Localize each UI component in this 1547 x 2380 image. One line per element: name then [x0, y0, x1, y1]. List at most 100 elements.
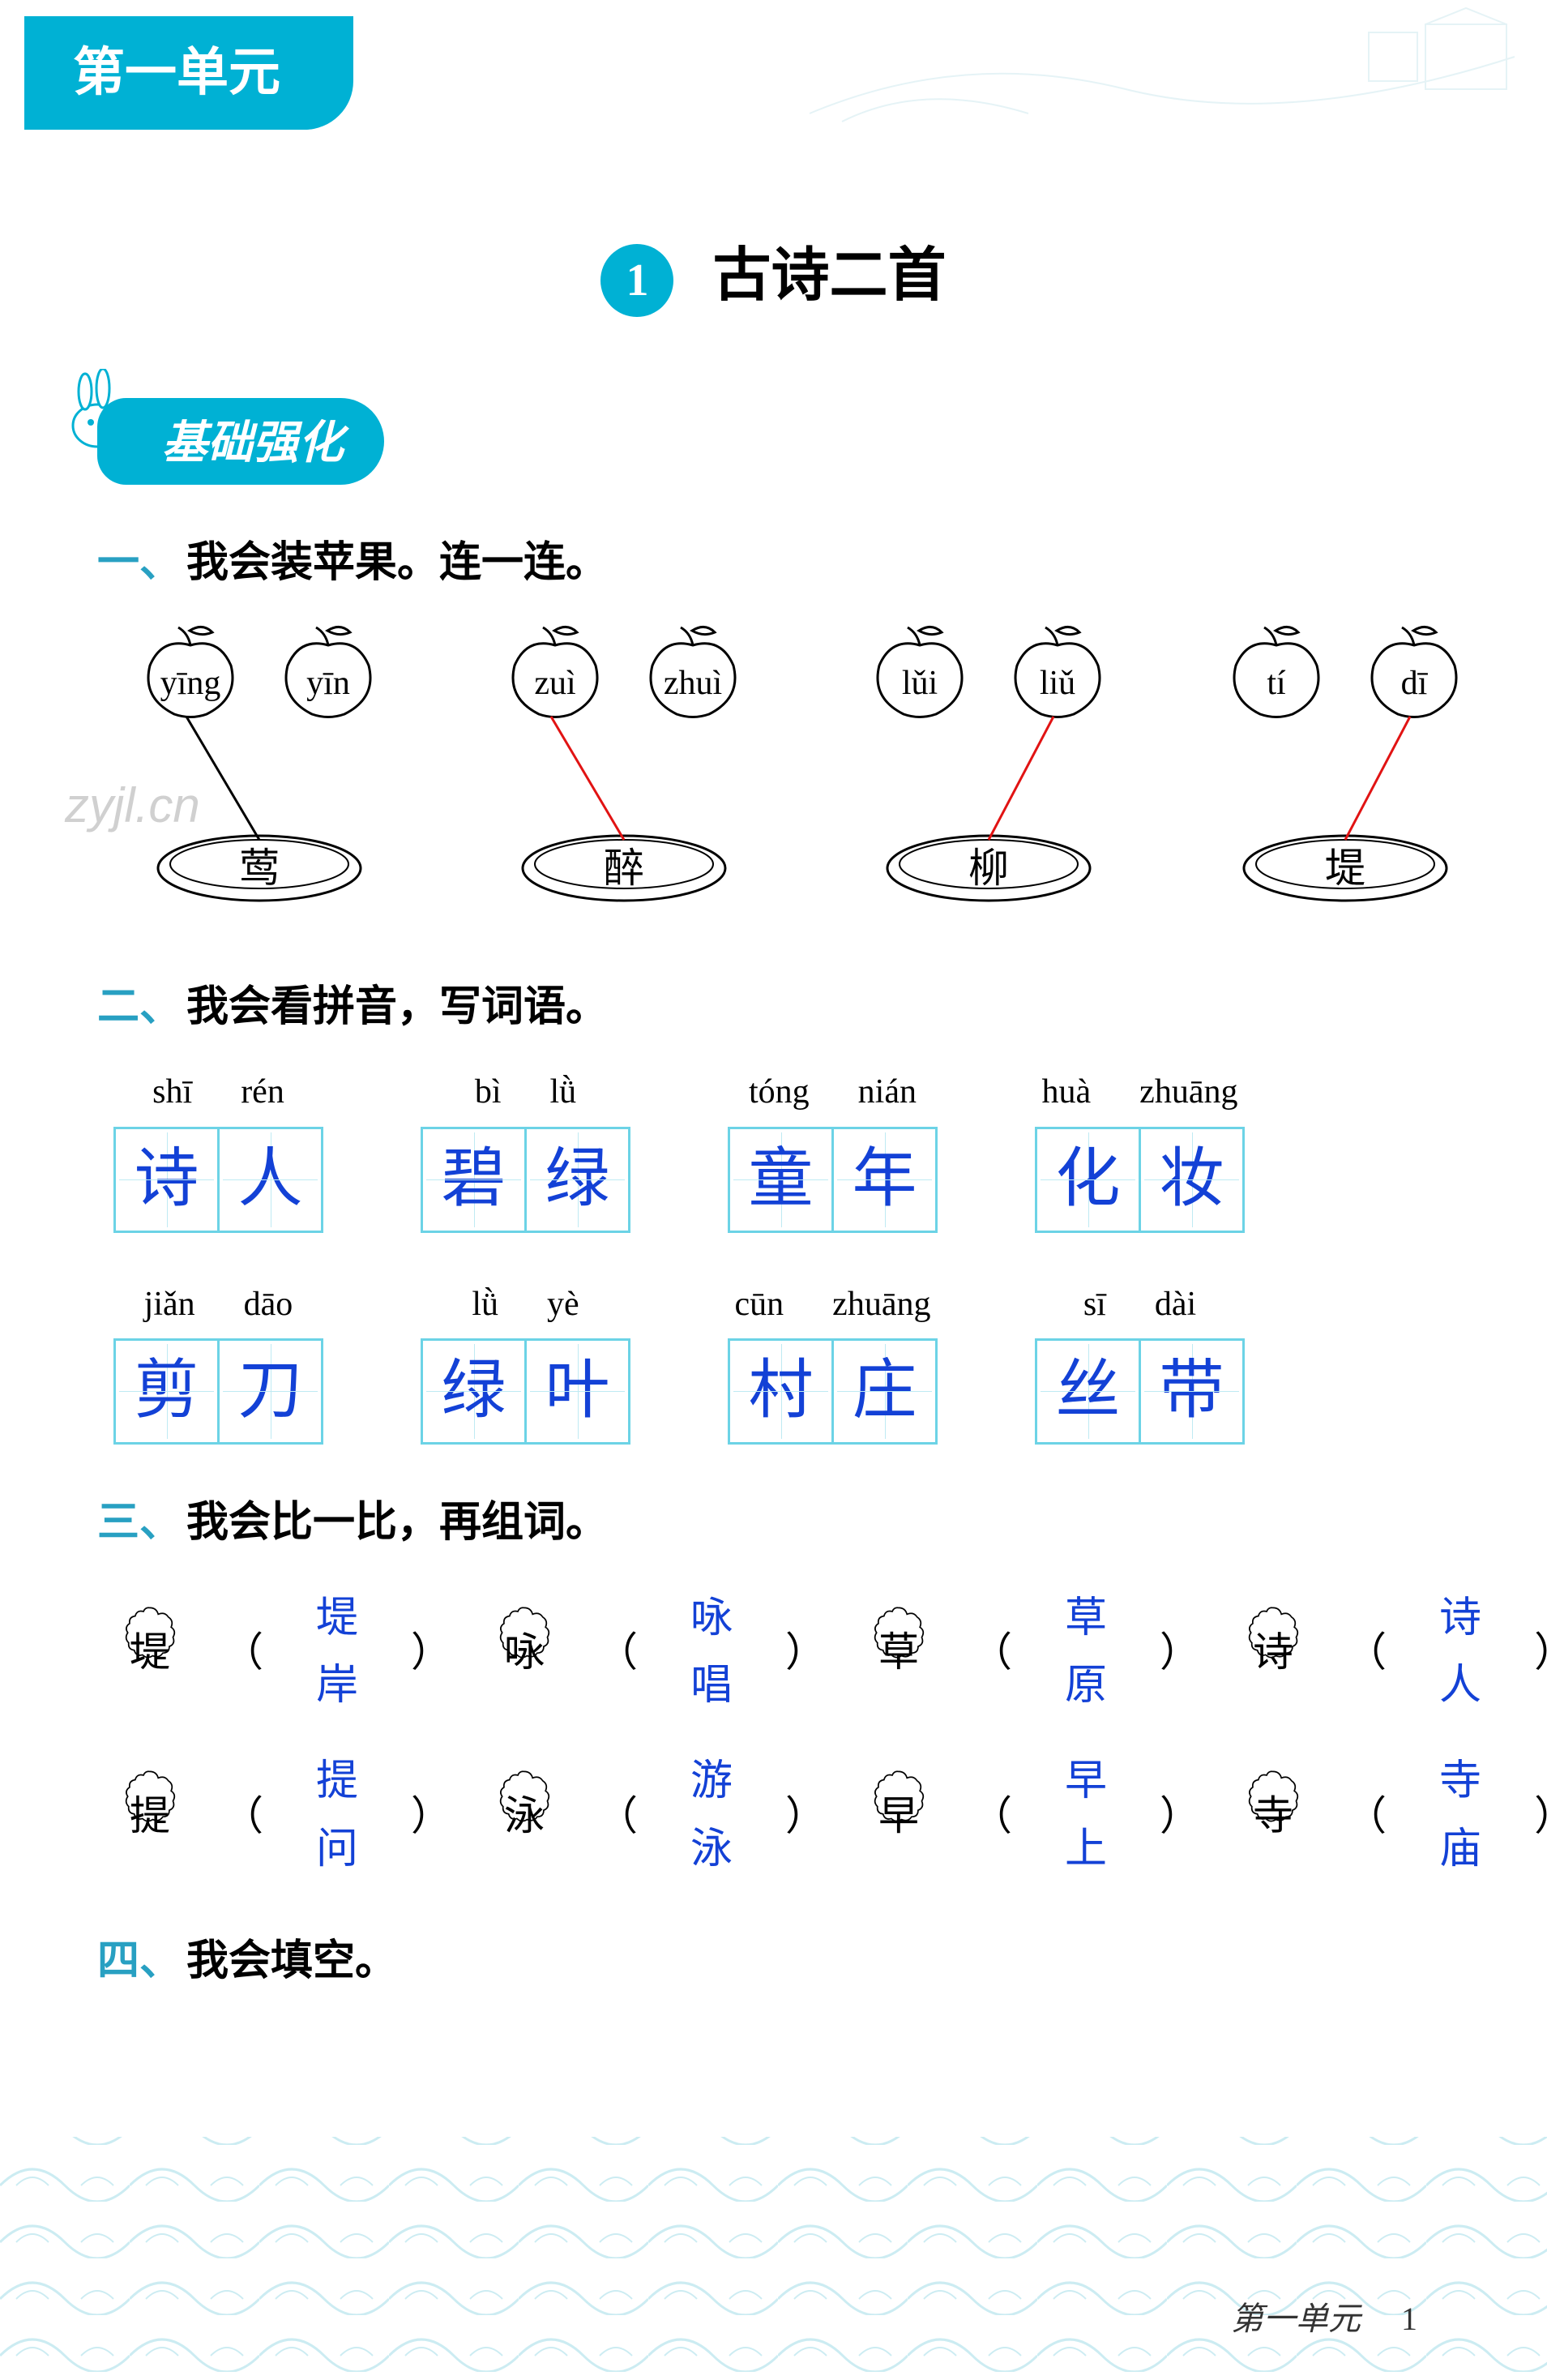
ex4-prompt: 我会填空。 [186, 1938, 397, 1984]
char-box-row: 绿叶 [421, 1338, 630, 1445]
compare-char: 泳 [504, 1783, 545, 1848]
pinyin-row: sī dài [1035, 1278, 1245, 1332]
char-box: 带 [1141, 1338, 1245, 1445]
pinyin: nián [858, 1065, 917, 1119]
answer-char: 童 [749, 1128, 814, 1231]
compare-row: 提（提问）泳（游泳）早（早上）寺（寺庙） [130, 1748, 1450, 1882]
flower-char: 寺 [1253, 1775, 1293, 1856]
ex4-heading: 四、我会填空。 [97, 1928, 1450, 1995]
section-label: 基础强化 [97, 398, 384, 485]
answer-word: 寺庙 [1439, 1748, 1481, 1882]
char-box: 叶 [527, 1338, 630, 1445]
ex1-prompt: 我会装苹果。连一连。 [186, 540, 608, 586]
apple-group: lǔiliǔ柳 [843, 621, 1135, 726]
decorative-sketch [801, 0, 1531, 130]
answer-word: 草原 [1065, 1585, 1107, 1719]
char-box: 绿 [527, 1127, 630, 1233]
ex1-area: zyjl.cn yīngyīn莺zuìzhuì醉lǔiliǔ柳tídī堤 [97, 621, 1450, 929]
char-box-row: 碧绿 [421, 1127, 630, 1233]
pinyin: tóng [749, 1065, 810, 1119]
apple-group: yīngyīn莺 [113, 621, 405, 726]
flower-char: 咏 [504, 1612, 545, 1693]
char-box-row: 化妆 [1035, 1127, 1245, 1233]
ex2-prompt: 我会看拼音，写词语。 [186, 984, 608, 1030]
pinyin: zhuāng [1139, 1065, 1237, 1119]
pinyin: zhuāng [832, 1278, 930, 1332]
char-box: 碧 [421, 1127, 527, 1233]
ex2-heading: 二、我会看拼音，写词语。 [97, 974, 1450, 1041]
answer-char: 村 [749, 1339, 814, 1443]
footer-unit: 第一单元 [1231, 2301, 1361, 2337]
lesson-title-text: 古诗二首 [712, 243, 946, 308]
answer-char: 妆 [1160, 1128, 1224, 1231]
compare-char: 咏 [504, 1620, 545, 1684]
ex1-number: 一、 [97, 540, 182, 586]
char-box: 年 [834, 1127, 938, 1233]
answer-word: 诗人 [1439, 1585, 1481, 1719]
footer-page: 1 [1401, 2301, 1417, 2337]
paren: ） [411, 1620, 451, 1684]
answer-word: 游泳 [690, 1748, 733, 1882]
connection-line [843, 621, 1135, 913]
paren: （ [223, 1620, 263, 1684]
flower-char: 诗 [1253, 1612, 1293, 1693]
answer-char: 人 [238, 1128, 303, 1231]
pinyin-row: lǜyè [421, 1278, 630, 1332]
ex3-prompt: 我会比一比，再组词。 [186, 1500, 608, 1546]
char-box: 童 [728, 1127, 834, 1233]
pinyin: sī [1083, 1278, 1106, 1332]
word-block: huà zhuāng 化妆 [1035, 1065, 1245, 1232]
pinyin: huà [1042, 1065, 1092, 1119]
compare-char: 草 [878, 1620, 919, 1684]
pinyin: cūn [735, 1278, 784, 1332]
unit-banner: 第一单元 [24, 16, 353, 130]
pinyin: dāo [244, 1278, 293, 1332]
flower-char: 草 [878, 1612, 919, 1693]
char-box: 妆 [1141, 1127, 1245, 1233]
char-box: 剪 [113, 1338, 220, 1445]
word-block: jiǎndāo剪刀 [113, 1278, 323, 1445]
paren: （ [1346, 1620, 1387, 1684]
pinyin-row: huà zhuāng [1035, 1065, 1245, 1119]
answer-char: 庄 [853, 1339, 917, 1443]
connection-line [113, 621, 405, 913]
word-block: tóng nián 童年 [728, 1065, 938, 1232]
pinyin: dài [1155, 1278, 1196, 1332]
paren: ） [1534, 1620, 1547, 1684]
pinyin-row: cūn zhuāng [728, 1278, 938, 1332]
char-box: 村 [728, 1338, 834, 1445]
ex3-area: 堤（堤岸）咏（咏唱）草（草原）诗（诗人）提（提问）泳（游泳）早（早上）寺（寺庙） [97, 1585, 1450, 1883]
page: 第一单元 1 古诗二首 基础强化 一、我会装苹果。连一连。 zyjl.cn yī… [0, 0, 1547, 2380]
compare-char: 堤 [130, 1620, 170, 1684]
pinyin: jiǎn [144, 1278, 195, 1332]
paren: （ [1346, 1783, 1387, 1848]
pinyin-row: jiǎndāo [113, 1278, 323, 1332]
paren: ） [411, 1783, 451, 1848]
paren: ） [1534, 1783, 1547, 1848]
flower-char: 堤 [130, 1612, 170, 1693]
char-box-row: 村庄 [728, 1338, 938, 1445]
ex4-number: 四、 [97, 1938, 182, 1984]
lesson-title: 1 古诗二首 [0, 227, 1547, 317]
pinyin-row: tóng nián [728, 1065, 938, 1119]
answer-char: 带 [1160, 1339, 1224, 1443]
char-box: 庄 [834, 1338, 938, 1445]
ex3-heading: 三、我会比一比，再组词。 [97, 1489, 1450, 1556]
paren: ） [785, 1620, 826, 1684]
pinyin: lǜ [550, 1065, 577, 1119]
lesson-number-badge: 1 [600, 244, 673, 317]
ex1-heading: 一、我会装苹果。连一连。 [97, 529, 1450, 597]
answer-char: 碧 [442, 1128, 506, 1231]
paren: （ [972, 1783, 1012, 1848]
answer-char: 绿 [442, 1339, 506, 1443]
word-block: lǜyè 绿叶 [421, 1278, 630, 1445]
answer-char: 诗 [135, 1128, 199, 1231]
answer-word: 堤岸 [316, 1585, 358, 1719]
flower-char: 泳 [504, 1775, 545, 1856]
paren: ） [1160, 1783, 1200, 1848]
word-row: shīrén诗人bìlǜ碧绿tóngnián童年huàzhuāng化妆 [113, 1065, 1450, 1232]
paren: ） [785, 1783, 826, 1848]
word-block: bìlǜ碧绿 [421, 1065, 630, 1232]
compare-char: 寺 [1253, 1783, 1293, 1848]
ex2-area: shīrén诗人bìlǜ碧绿tóngnián童年huàzhuāng化妆jiǎnd… [97, 1065, 1450, 1444]
